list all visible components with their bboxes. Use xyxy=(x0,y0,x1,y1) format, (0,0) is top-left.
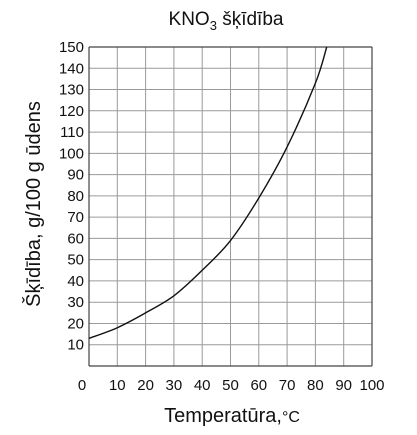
y-tick-label: 70 xyxy=(67,209,84,226)
y-tick-label: 80 xyxy=(67,188,84,205)
chart-title: KNO3 šķīdība xyxy=(169,9,284,33)
x-tick-label: 50 xyxy=(222,377,239,394)
y-tick-label: 90 xyxy=(67,167,84,184)
y-tick-label: 60 xyxy=(67,230,84,247)
x-tick-label: 90 xyxy=(335,377,352,394)
origin-label: 0 xyxy=(78,377,86,394)
y-tick-label: 140 xyxy=(59,60,84,77)
x-tick-label: 20 xyxy=(137,377,154,394)
x-tick-label: 10 xyxy=(109,377,126,394)
y-tick-label: 20 xyxy=(67,315,84,332)
y-tick-label: 110 xyxy=(60,124,84,141)
y-tick-label: 130 xyxy=(59,82,84,99)
x-tick-label: 30 xyxy=(166,377,183,394)
x-axis-label: Temperatūra,°C xyxy=(164,405,300,427)
y-tick-label: 50 xyxy=(67,252,84,269)
grid xyxy=(88,46,373,367)
y-axis-label: Šķīdība, g/100 g ūdens xyxy=(22,101,45,307)
y-tick-label: 120 xyxy=(59,103,84,120)
solubility-curve xyxy=(88,46,328,340)
y-tick-label: 10 xyxy=(67,337,84,354)
x-tick-label: 60 xyxy=(250,377,267,394)
x-tick-label: 70 xyxy=(279,377,296,394)
y-tick-label: 150 xyxy=(59,39,84,56)
y-tick-label: 100 xyxy=(59,145,84,162)
tick-labels: 10 20 30 40 50 60 70 80 90 100 10 20 30 40 50 60 70 80 90 1… xyxy=(59,39,385,394)
x-tick-label: 80 xyxy=(307,377,324,394)
y-tick-label: 40 xyxy=(67,273,84,290)
x-tick-label: 100 xyxy=(359,377,384,394)
y-tick-label: 30 xyxy=(67,294,84,311)
x-tick-label: 40 xyxy=(194,377,211,394)
